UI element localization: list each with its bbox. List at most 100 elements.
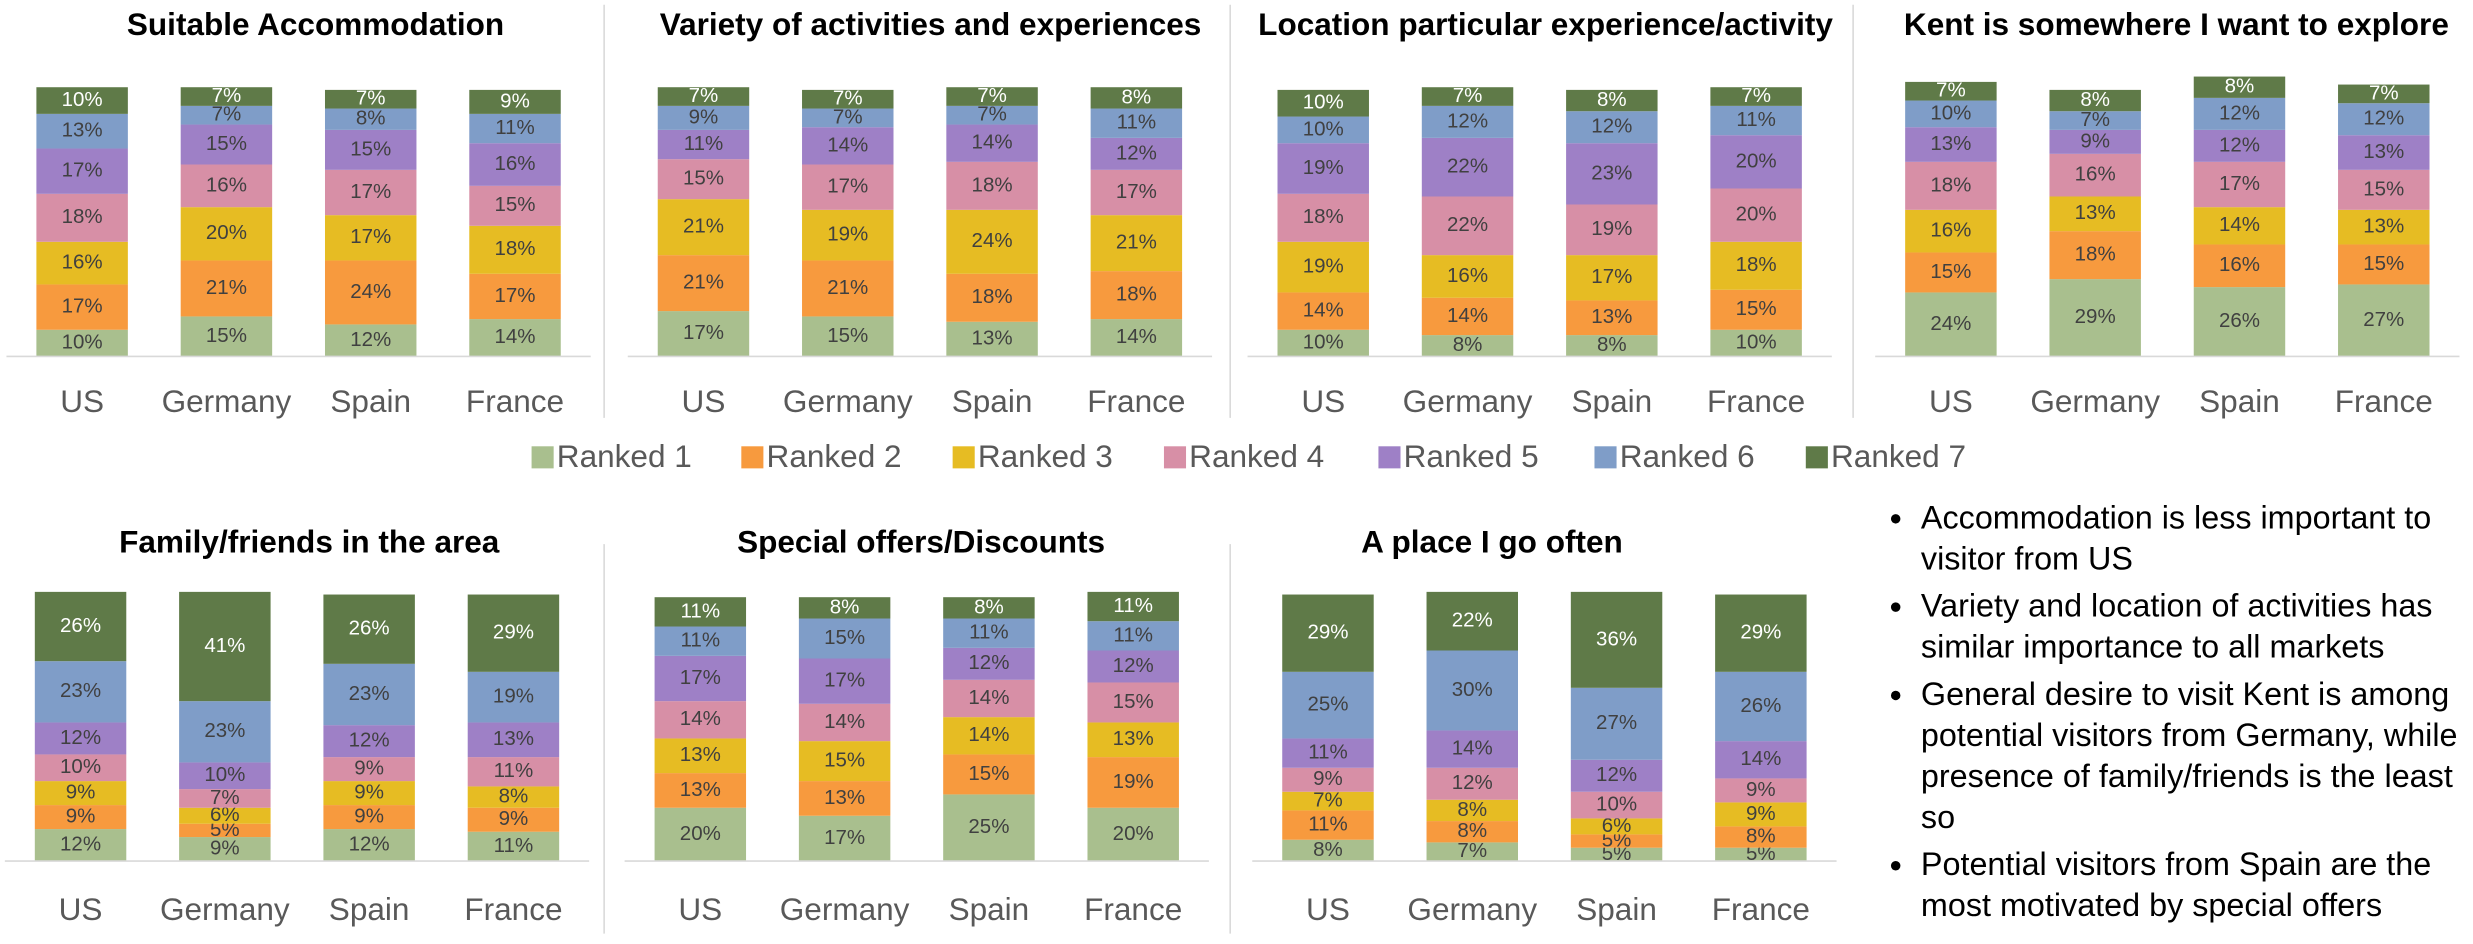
bar-segment (469, 89, 561, 114)
data-label: 8% (1453, 333, 1483, 356)
bar-segment (180, 87, 273, 106)
chart-title: Variety of activities and experiences (660, 6, 1202, 42)
data-label: 14% (1740, 747, 1781, 770)
legend-label: Ranked 5 (1404, 438, 1539, 474)
data-label: 7% (2080, 108, 2110, 131)
data-label: 14% (972, 131, 1013, 154)
data-label: 18% (1736, 253, 1777, 276)
bar-segment (943, 794, 1035, 862)
data-label: 15% (495, 193, 536, 216)
x-tick-label: Germany (780, 891, 910, 927)
data-label: 36% (1596, 627, 1637, 650)
bar-segment (469, 143, 561, 186)
bar-segment (323, 663, 415, 726)
data-label: 18% (495, 237, 536, 260)
bar-segment (2049, 153, 2141, 197)
x-tick-label: Spain (329, 891, 410, 927)
x-tick-label: France (1084, 891, 1182, 927)
bar-segment (469, 185, 561, 226)
note: Potential visitors from Spain are the mo… (1921, 845, 2473, 927)
legend-swatch (1805, 446, 1828, 469)
data-label: 15% (683, 167, 724, 190)
note: General desire to visit Kent is among po… (1921, 675, 2473, 839)
bar-segment (1277, 116, 1369, 144)
x-tick-label: France (464, 891, 562, 927)
bar-segment (1426, 799, 1518, 822)
data-label: 23% (204, 719, 245, 742)
bar-segment (1277, 292, 1369, 330)
legend-label: Ranked 3 (978, 438, 1113, 474)
data-label: 15% (968, 762, 1009, 785)
notes: Accommodation is less important to visit… (1853, 498, 2473, 927)
bar-segment (798, 781, 891, 816)
bar-segment (34, 805, 127, 830)
bar-segment (1087, 807, 1179, 862)
bar-segment (1087, 621, 1179, 651)
bar-segment (1090, 215, 1183, 272)
data-label: 19% (493, 685, 534, 708)
x-tick-label: US (678, 891, 722, 927)
data-label: 8% (974, 595, 1004, 618)
data-label: 9% (354, 781, 384, 804)
data-label: 10% (1303, 117, 1344, 140)
data-label: 12% (2219, 133, 2260, 156)
bar-segment (1710, 329, 1802, 357)
bar-segment (1087, 650, 1179, 683)
x-tick-label: Germany (1407, 891, 1537, 927)
data-label: 15% (2363, 177, 2404, 200)
bar-segment (323, 805, 415, 830)
data-label: 11% (494, 834, 534, 857)
data-label: 7% (1453, 84, 1483, 107)
bar-segment (1570, 687, 1663, 760)
bar-segment (1421, 335, 1514, 357)
data-label: 10% (62, 331, 103, 354)
bar-segment (1421, 137, 1514, 197)
bar-segment (469, 113, 561, 144)
x-tick-label: US (1306, 891, 1350, 927)
bar-segment (467, 831, 560, 862)
legend-swatch (741, 446, 764, 469)
data-label: 11% (681, 629, 721, 652)
data-label: 8% (356, 107, 386, 130)
data-label: 12% (1452, 771, 1493, 794)
bar-segment (946, 161, 1038, 210)
data-label: 6% (210, 803, 240, 826)
data-label: 14% (824, 710, 865, 733)
data-label: 13% (1113, 727, 1154, 750)
x-tick-label: France (1087, 383, 1185, 419)
data-label: 8% (830, 595, 860, 618)
data-label: 15% (1930, 260, 1971, 283)
bar-segment (1426, 591, 1518, 651)
data-label: 19% (1591, 217, 1632, 240)
data-label: 13% (1591, 305, 1632, 328)
data-label: 14% (1303, 299, 1344, 322)
bar-segment (1710, 87, 1802, 106)
data-label: 8% (2225, 75, 2255, 98)
data-label: 20% (1736, 149, 1777, 172)
bar-segment (324, 129, 417, 170)
bar-segment (1277, 329, 1369, 357)
data-label: 29% (1740, 621, 1781, 644)
bar-segment (1710, 289, 1802, 330)
bar-segment (34, 781, 127, 806)
chart-title: A place I go often (1361, 523, 1623, 559)
data-label: 7% (356, 87, 386, 110)
data-label: 14% (968, 686, 1009, 709)
bar-segment (654, 738, 747, 774)
bar-segment (323, 781, 415, 806)
data-label: 9% (1313, 767, 1343, 790)
bar-segment (1090, 319, 1183, 357)
data-label: 9% (499, 807, 529, 830)
data-label: 16% (206, 173, 247, 196)
bar-segment (1566, 89, 1658, 112)
bar-segment (1905, 127, 1997, 162)
bar-segment (1710, 135, 1802, 189)
bar-segment (180, 207, 273, 261)
bar-segment (802, 108, 894, 128)
bar-segment (657, 105, 750, 130)
data-label: 18% (972, 173, 1013, 196)
bar-segment (1087, 591, 1179, 622)
chart-title: Suitable Accommodation (127, 6, 504, 42)
bar-segment (1905, 81, 1997, 101)
bar-segment (2338, 84, 2430, 104)
